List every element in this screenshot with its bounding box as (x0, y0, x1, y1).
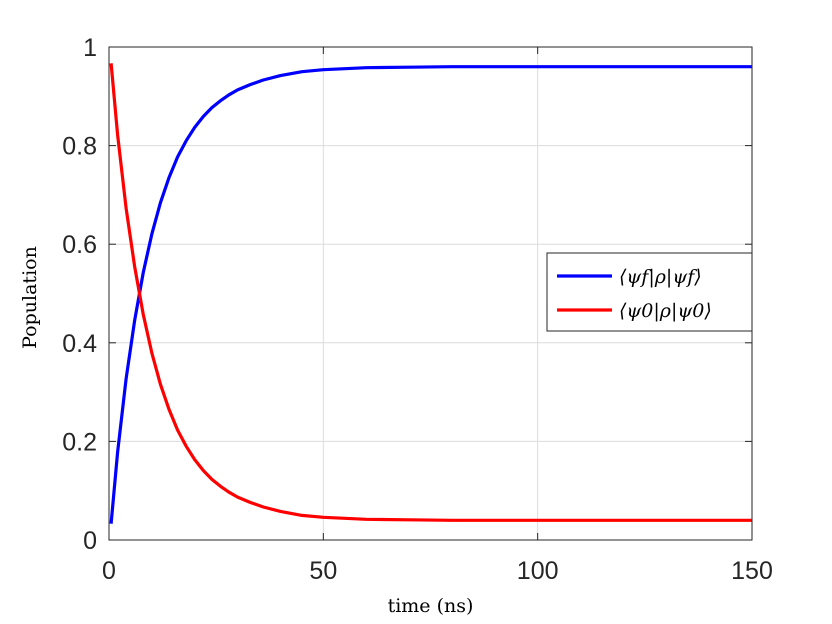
series-line-1 (109, 63, 752, 522)
grid-lines (109, 47, 752, 540)
legend-box (546, 252, 753, 332)
legend-entry: ⟨ψ0|ρ|ψ0⟩ (619, 300, 712, 322)
x-tick-label: 0 (102, 557, 116, 585)
x-axis-label: time (ns) (388, 595, 474, 617)
axis-ticks (108, 46, 753, 541)
series-layer (109, 63, 752, 524)
y-tick-label: 0.2 (62, 428, 97, 456)
x-tick-label: 50 (309, 557, 337, 585)
legend-entry: ⟨ψf|ρ|ψf⟩ (619, 266, 702, 288)
y-tick-label: 0.6 (62, 231, 97, 259)
series-line-0 (109, 65, 752, 524)
y-tick-label: 0.8 (62, 133, 97, 161)
tick-labels: 0 50 100 150 0 0.2 0.4 0.6 0.8 1 (62, 34, 773, 585)
y-tick-label: 0 (83, 527, 97, 555)
y-axis-label: Population (19, 246, 41, 349)
x-tick-label: 150 (731, 557, 773, 585)
x-tick-label: 100 (517, 557, 559, 585)
y-tick-label: 1 (83, 34, 97, 62)
y-tick-label: 0.4 (62, 330, 97, 358)
legend: ⟨ψf|ρ|ψf⟩ ⟨ψ0|ρ|ψ0⟩ (546, 252, 753, 332)
